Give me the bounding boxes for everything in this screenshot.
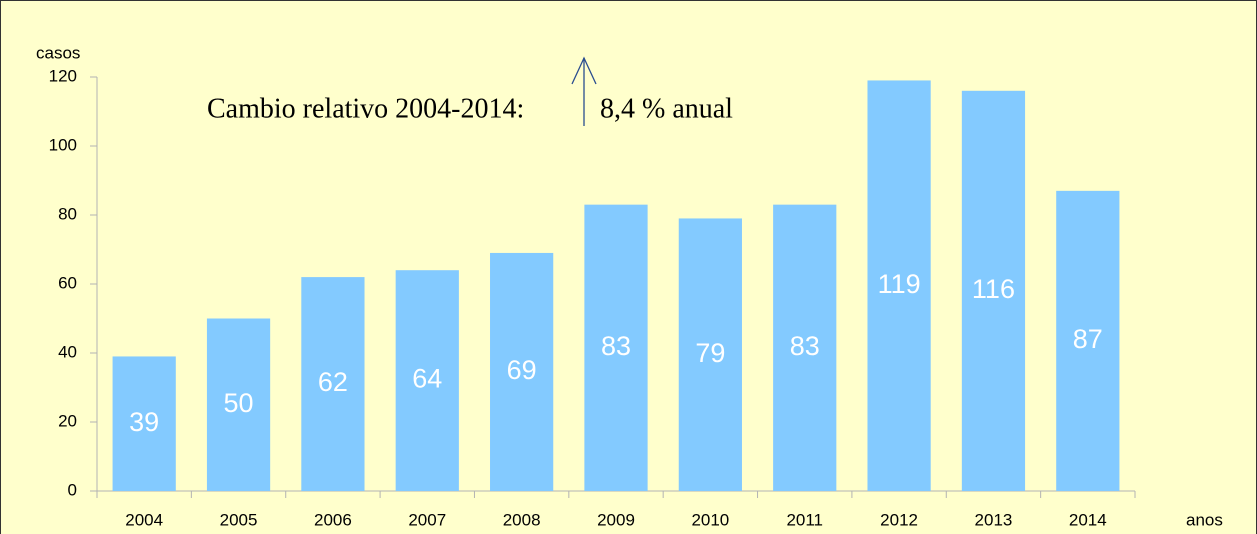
value-label: 69 — [507, 355, 537, 385]
y-tick-label: 120 — [49, 66, 77, 85]
bar — [1056, 190, 1120, 491]
annotation: 8,4 % anual — [600, 93, 733, 124]
x-tick-label: 2004 — [125, 510, 163, 529]
value-label: 62 — [318, 367, 348, 397]
bar — [206, 318, 271, 491]
arrow — [571, 56, 597, 126]
y-tick-label: 40 — [58, 342, 77, 361]
value-label: 39 — [129, 407, 159, 437]
y-tick-label: 20 — [58, 411, 77, 430]
value-label: 64 — [412, 364, 442, 394]
value-label: 119 — [878, 269, 921, 299]
bar — [490, 252, 554, 491]
y-tick-label: 0 — [68, 480, 77, 499]
value-label: 83 — [601, 331, 631, 361]
y-tick-label: 60 — [58, 273, 77, 292]
x-tick-label: 2007 — [408, 510, 446, 529]
x-tick-label: 2005 — [220, 510, 258, 529]
x-tick-label: 2009 — [597, 510, 635, 529]
bar — [112, 356, 176, 491]
y-tick-label: 100 — [49, 135, 77, 154]
bar — [961, 90, 1026, 492]
bar — [867, 80, 931, 491]
x-tick-label: 2011 — [786, 510, 823, 529]
x-tick-label: 2013 — [975, 510, 1013, 529]
annotation: Cambio relativo 2004-2014: — [207, 93, 524, 124]
y-axis-label: casos — [36, 43, 80, 62]
bar — [773, 204, 837, 491]
value-label: 50 — [224, 388, 254, 418]
x-tick-label: 2006 — [314, 510, 352, 529]
x-axis-label: anos — [1186, 510, 1223, 529]
bar — [678, 218, 742, 491]
x-tick-label: 2010 — [691, 510, 729, 529]
x-tick-label: 2008 — [503, 510, 541, 529]
value-label: 116 — [972, 274, 1015, 304]
value-label: 79 — [695, 338, 725, 368]
bar — [584, 204, 648, 491]
bar — [301, 277, 365, 491]
value-label: 83 — [790, 331, 820, 361]
value-label: 87 — [1073, 324, 1103, 354]
x-tick-label: 2012 — [880, 510, 918, 529]
x-tick-label: 2014 — [1069, 510, 1107, 529]
y-tick-label: 80 — [58, 204, 77, 223]
bar — [395, 270, 459, 491]
